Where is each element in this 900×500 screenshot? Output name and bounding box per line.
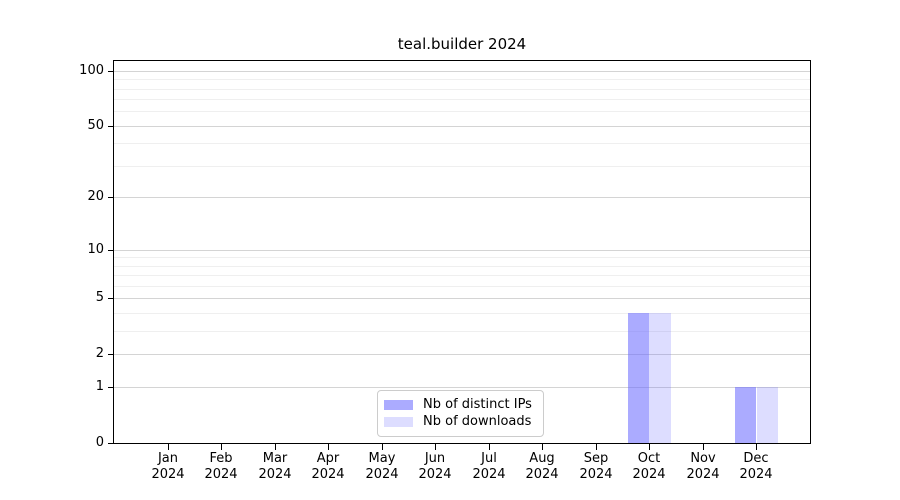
minor-gridline	[114, 166, 810, 167]
legend-label-distinct-ips: Nb of distinct IPs	[423, 396, 532, 412]
y-axis-tick	[108, 354, 114, 355]
minor-gridline	[114, 275, 810, 276]
major-gridline	[114, 250, 810, 251]
major-gridline	[114, 71, 810, 72]
x-axis-tick	[275, 444, 276, 450]
minor-gridline	[114, 266, 810, 267]
y-axis-tick	[108, 298, 114, 299]
x-axis-tick-label: Apr 2024	[311, 451, 345, 482]
minor-gridline	[114, 89, 810, 90]
y-axis-tick-label: 5	[95, 290, 104, 305]
x-axis-tick-label: Jun 2024	[418, 451, 452, 482]
minor-gridline	[114, 286, 810, 287]
y-axis-tick	[108, 443, 114, 444]
major-gridline	[114, 126, 810, 127]
x-axis-tick-label: Aug 2024	[525, 451, 559, 482]
major-gridline	[114, 298, 810, 299]
y-axis-tick	[108, 250, 114, 251]
y-axis-tick-label: 1	[95, 379, 104, 394]
major-gridline	[114, 354, 810, 355]
y-axis-tick-label: 0	[95, 435, 104, 450]
y-axis-tick	[108, 197, 114, 198]
y-axis-tick-label: 2	[95, 346, 104, 361]
bar-dec-downloads	[756, 387, 778, 443]
legend-swatch-downloads	[384, 417, 413, 428]
x-axis-tick	[168, 444, 169, 450]
x-axis-tick-label: May 2024	[365, 451, 399, 482]
x-axis-tick	[542, 444, 543, 450]
x-axis-tick	[649, 444, 650, 450]
bar-oct-distinct-ips	[628, 313, 650, 443]
x-axis-tick-label: Feb 2024	[204, 451, 238, 482]
y-axis-tick	[108, 126, 114, 127]
x-axis-tick-label: Dec 2024	[739, 451, 773, 482]
x-axis-tick	[703, 444, 704, 450]
x-axis-tick-label: Sep 2024	[579, 451, 613, 482]
x-axis-tick-label: Oct 2024	[632, 451, 666, 482]
x-axis-tick-label: Nov 2024	[686, 451, 720, 482]
bar-dec-distinct-ips	[735, 387, 757, 443]
x-axis-tick	[756, 444, 757, 450]
major-gridline	[114, 387, 810, 388]
x-axis-tick	[596, 444, 597, 450]
y-axis-tick-label: 10	[87, 242, 104, 257]
legend: Nb of distinct IPs Nb of downloads	[377, 390, 544, 437]
minor-gridline	[114, 313, 810, 314]
plot-area	[113, 60, 811, 444]
bar-oct-downloads	[649, 313, 671, 443]
minor-gridline	[114, 79, 810, 80]
minor-gridline	[114, 111, 810, 112]
y-axis-tick-label: 50	[87, 118, 104, 133]
x-axis-tick-label: Jan 2024	[151, 451, 185, 482]
y-axis-tick-label: 20	[87, 189, 104, 204]
y-axis-tick	[108, 71, 114, 72]
legend-swatch-distinct-ips	[384, 399, 413, 410]
y-axis-tick-label: 100	[79, 63, 104, 78]
legend-item-downloads: Nb of downloads	[384, 414, 535, 430]
minor-gridline	[114, 99, 810, 100]
legend-label-downloads: Nb of downloads	[423, 414, 532, 430]
minor-gridline	[114, 257, 810, 258]
minor-gridline	[114, 143, 810, 144]
x-axis-tick	[382, 444, 383, 450]
x-axis-tick	[221, 444, 222, 450]
x-axis-tick	[328, 444, 329, 450]
major-gridline	[114, 197, 810, 198]
x-axis-tick-label: Mar 2024	[258, 451, 292, 482]
x-axis-tick	[435, 444, 436, 450]
x-axis-tick-label: Jul 2024	[472, 451, 506, 482]
chart-title: teal.builder 2024	[397, 35, 527, 53]
y-axis-tick	[108, 387, 114, 388]
minor-gridline	[114, 331, 810, 332]
x-axis-tick	[489, 444, 490, 450]
legend-item-distinct-ips: Nb of distinct IPs	[384, 397, 535, 413]
